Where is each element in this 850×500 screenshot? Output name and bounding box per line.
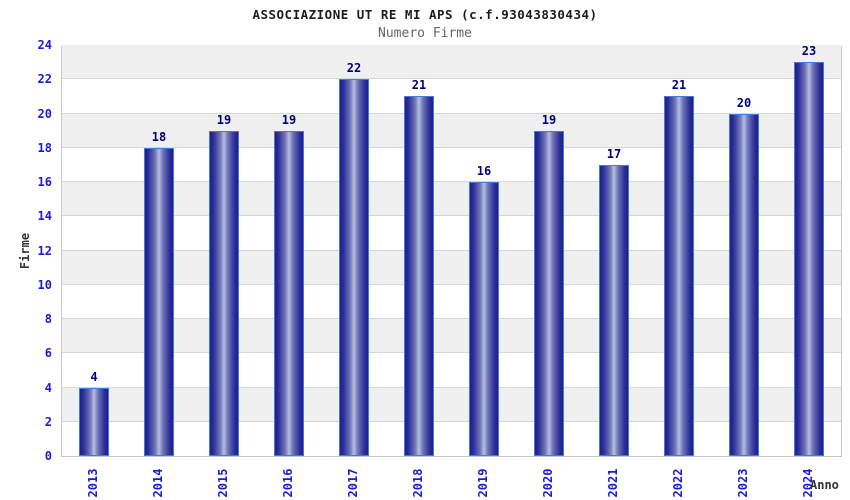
bar-value-label: 22: [346, 61, 362, 76]
bar: [664, 96, 694, 456]
bar-value-label: 16: [476, 164, 492, 178]
bar-value-label: 4: [90, 369, 98, 384]
bar: [794, 62, 824, 456]
y-tick-label: 16: [37, 175, 52, 189]
x-tick-label: 2018: [411, 468, 425, 498]
y-tick-label: 4: [44, 380, 52, 395]
gridline: [62, 78, 841, 80]
x-axis-title: Anno: [810, 478, 839, 492]
bar: [274, 130, 304, 456]
bar: [469, 182, 499, 456]
x-tick-label: 2013: [86, 468, 100, 498]
y-tick-label: 6: [44, 346, 52, 361]
y-tick-label: 8: [44, 312, 52, 326]
bar-value-label: 17: [606, 146, 622, 161]
bar: [144, 147, 174, 456]
gridline: [62, 249, 841, 251]
bar-value-label: 19: [541, 112, 557, 127]
gridline: [62, 112, 841, 114]
gridline: [62, 352, 841, 354]
bar-value-label: 21: [411, 78, 427, 93]
plot-band: [62, 113, 841, 148]
y-tick-label: 14: [37, 209, 52, 224]
y-tick-label: 22: [37, 72, 52, 87]
gridline: [62, 181, 841, 182]
plot-band: [62, 319, 841, 354]
gridline: [62, 318, 841, 319]
y-tick-label: 2: [44, 414, 52, 429]
plot-band: [62, 45, 841, 80]
x-tick-label: 2014: [151, 468, 165, 498]
bar: [534, 130, 564, 456]
y-tick-label: 0: [44, 449, 52, 463]
x-tick-label: 2022: [671, 468, 685, 498]
bar: [729, 113, 759, 456]
plot-band: [62, 387, 841, 422]
plot-area: 4 18 19 19 22 21 16 19 17 21 20 23: [61, 44, 842, 457]
bar: [79, 387, 109, 456]
bar-value-label: 20: [736, 95, 752, 110]
x-tick-label: 2019: [476, 468, 490, 498]
y-tick-label: 18: [37, 140, 52, 155]
x-tick-label: 2023: [736, 468, 750, 498]
y-tick-label: 12: [37, 243, 52, 258]
gridline: [62, 283, 841, 285]
y-tick-label: 10: [37, 277, 52, 292]
bar-value-label: 21: [671, 78, 687, 93]
bar-value-label: 19: [281, 112, 297, 127]
bar-value-label: 19: [216, 112, 232, 127]
chart-title: ASSOCIAZIONE UT RE MI APS (c.f.930438304…: [252, 7, 598, 22]
gridline: [62, 146, 841, 148]
bar-value-label: 23: [801, 44, 817, 59]
x-tick-label: 2020: [541, 468, 555, 498]
plot-band: [62, 250, 841, 285]
bar: [339, 79, 369, 456]
bar-value-label: 18: [151, 129, 167, 144]
y-tick-label: 20: [37, 106, 52, 121]
bar: [599, 164, 629, 456]
x-tick-label: 2015: [216, 468, 230, 498]
gridline: [62, 386, 841, 388]
x-tick-label: 2016: [281, 468, 295, 498]
plot-band: [62, 182, 841, 217]
chart-subtitle: Numero Firme: [378, 26, 472, 41]
x-tick-label: 2021: [606, 468, 620, 498]
bar: [209, 130, 239, 456]
y-tick-label: 24: [37, 38, 52, 52]
bar: [404, 96, 434, 456]
gridline: [62, 420, 841, 422]
x-tick-label: 2017: [346, 468, 360, 498]
gridline: [62, 215, 841, 217]
